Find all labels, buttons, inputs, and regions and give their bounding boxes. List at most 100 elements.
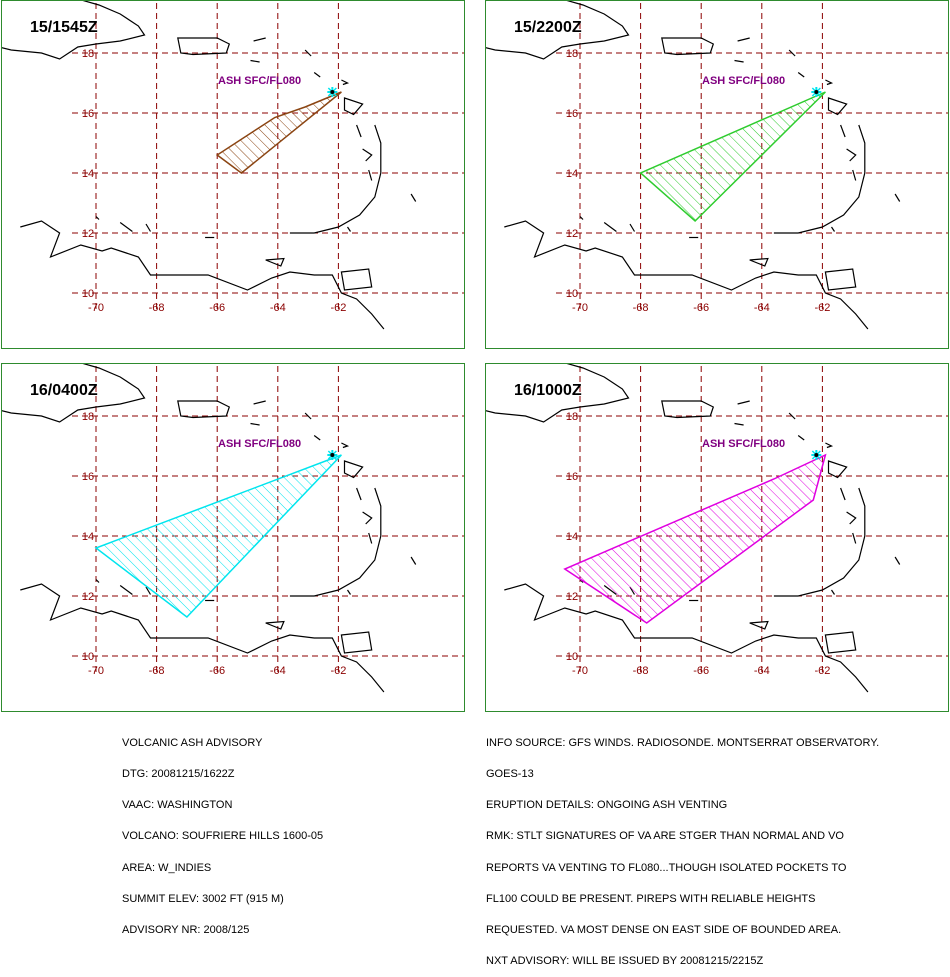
ash-cloud-polygon (94, 454, 342, 619)
lat-tick-label: 18 (82, 48, 94, 60)
coast-lesser-antilles (737, 400, 750, 405)
coast-lesser-antilles (304, 49, 312, 57)
coast-lesser-antilles (250, 59, 260, 63)
panel-time-label: 16/1000Z (514, 382, 582, 399)
coast-abc-islands (95, 579, 100, 583)
volcano-marker-icon (327, 87, 338, 97)
coast-lesser-antilles (250, 422, 260, 426)
coast-abc-islands (119, 222, 133, 232)
coast-lesser-antilles (368, 532, 373, 544)
lon-tick-label: -66 (693, 665, 709, 677)
forecast-panel-16-1000z: 18 16 14 12 10 -70 -68 -66 -64 -62 16/1000Z ASH S… (485, 363, 949, 712)
advisory-line: ERUPTION DETAILS: ONGOING ASH VENTING (486, 799, 728, 812)
coast-outer-arc (773, 124, 866, 234)
coast-small-islands (347, 226, 351, 232)
coast-small-islands (831, 226, 835, 232)
lon-tick-label: -70 (88, 302, 104, 314)
ash-cloud-polygon (563, 453, 827, 624)
coast-hispaniola (486, 1, 630, 60)
advisory-line: SUMMIT ELEV: 3002 FT (915 M) (122, 892, 284, 905)
coast-lesser-antilles (343, 97, 364, 116)
panel-time-label: 15/2200Z (514, 19, 582, 36)
coast-lesser-antilles (368, 169, 373, 181)
coast-outer-arc (289, 124, 382, 234)
coast-small-islands (265, 620, 285, 630)
coast-small-islands (410, 556, 417, 565)
lat-tick-label: 16 (82, 471, 94, 483)
coast-abc-islands (579, 216, 584, 220)
lat-tick-label: 18 (82, 411, 94, 423)
map-canvas: 18 16 14 12 10 -70 -68 -66 -64 -62 (2, 364, 464, 693)
lon-tick-label: -62 (330, 302, 346, 314)
coast-puerto-rico (661, 37, 715, 56)
lon-tick-label: -70 (572, 302, 588, 314)
lon-tick-label: -66 (209, 665, 225, 677)
coast-lesser-antilles (840, 124, 846, 138)
coast-abc-islands (603, 222, 617, 232)
coast-trinidad (824, 631, 857, 654)
coast-lesser-antilles (341, 79, 350, 86)
coast-south-america (504, 220, 869, 330)
advisory-line: GOES-13 (486, 768, 534, 781)
coast-lesser-antilles (797, 435, 805, 441)
advisory-line: FL100 COULD BE PRESENT. PIREPS WITH RELI… (486, 892, 816, 905)
coast-lesser-antilles (825, 79, 834, 86)
advisory-remarks-text: INFO SOURCE: GFS WINDS. RADIOSONDE. MONT… (486, 717, 879, 977)
coast-hispaniola (2, 1, 146, 60)
coast-lesser-antilles (852, 169, 857, 181)
coast-lesser-antilles (846, 511, 857, 525)
lat-tick-label: 12 (566, 228, 578, 240)
advisory-line: VOLCANO: SOUFRIERE HILLS 1600-05 (122, 830, 324, 843)
coast-small-islands (894, 193, 901, 202)
coast-abc-islands (629, 223, 636, 232)
map-canvas: 18 16 14 12 10 -70 -68 -66 -64 -62 (486, 1, 948, 330)
panel-time-label: 15/1545Z (30, 19, 98, 36)
coast-lesser-antilles (788, 412, 796, 420)
volcano-marker-icon (811, 87, 822, 97)
advisory-line: VOLCANIC ASH ADVISORY (122, 736, 263, 749)
coast-lesser-antilles (362, 511, 373, 525)
coast-lesser-antilles (734, 59, 744, 63)
coast-small-islands (749, 257, 769, 267)
coast-lesser-antilles (343, 460, 364, 479)
coast-lesser-antilles (734, 422, 744, 426)
ash-layer-label: ASH SFC/FL080 (218, 438, 302, 450)
lat-tick-label: 10 (566, 288, 578, 300)
lon-tick-label: -62 (330, 665, 346, 677)
lat-tick-label: 18 (566, 48, 578, 60)
ash-layer-label: ASH SFC/FL080 (218, 75, 302, 87)
coast-lesser-antilles (827, 460, 848, 479)
lat-tick-label: 10 (566, 651, 578, 663)
lat-tick-label: 14 (82, 531, 94, 543)
coast-lesser-antilles (846, 148, 857, 162)
coast-lesser-antilles (341, 442, 350, 449)
coast-lesser-antilles (356, 487, 362, 501)
forecast-panel-15-1545z: 18 16 14 12 10 -70 -68 -66 -64 -62 15/1545Z ASH S… (1, 0, 465, 349)
coast-lesser-antilles (852, 532, 857, 544)
coast-lesser-antilles (253, 400, 266, 405)
ash-layer-label: ASH SFC/FL080 (702, 438, 786, 450)
forecast-panel-15-2200z: 18 16 14 12 10 -70 -68 -66 -64 -62 15/2200Z ASH S… (485, 0, 949, 349)
coast-small-islands (347, 589, 351, 595)
coast-small-islands (410, 193, 417, 202)
coast-lesser-antilles (840, 487, 846, 501)
lat-tick-label: 12 (82, 228, 94, 240)
advisory-line: AREA: W_INDIES (122, 861, 212, 874)
lon-tick-label: -64 (754, 665, 770, 677)
lon-tick-label: -70 (572, 665, 588, 677)
coast-small-islands (265, 257, 285, 267)
lon-tick-label: -66 (209, 302, 225, 314)
ash-layer-label: ASH SFC/FL080 (702, 75, 786, 87)
advisory-line: REQUESTED. VA MOST DENSE ON EAST SIDE OF… (486, 924, 842, 937)
lon-tick-label: -68 (633, 665, 649, 677)
coast-trinidad (824, 268, 857, 291)
coast-lesser-antilles (825, 442, 834, 449)
lat-tick-label: 14 (566, 168, 578, 180)
coast-small-islands (749, 620, 769, 630)
advisory-line: RMK: STLT SIGNATURES OF VA ARE STGER THA… (486, 830, 844, 843)
lat-tick-label: 16 (82, 108, 94, 120)
lon-tick-label: -64 (754, 302, 770, 314)
lon-tick-label: -70 (88, 665, 104, 677)
coast-lesser-antilles (313, 72, 321, 78)
lat-tick-label: 16 (566, 471, 578, 483)
